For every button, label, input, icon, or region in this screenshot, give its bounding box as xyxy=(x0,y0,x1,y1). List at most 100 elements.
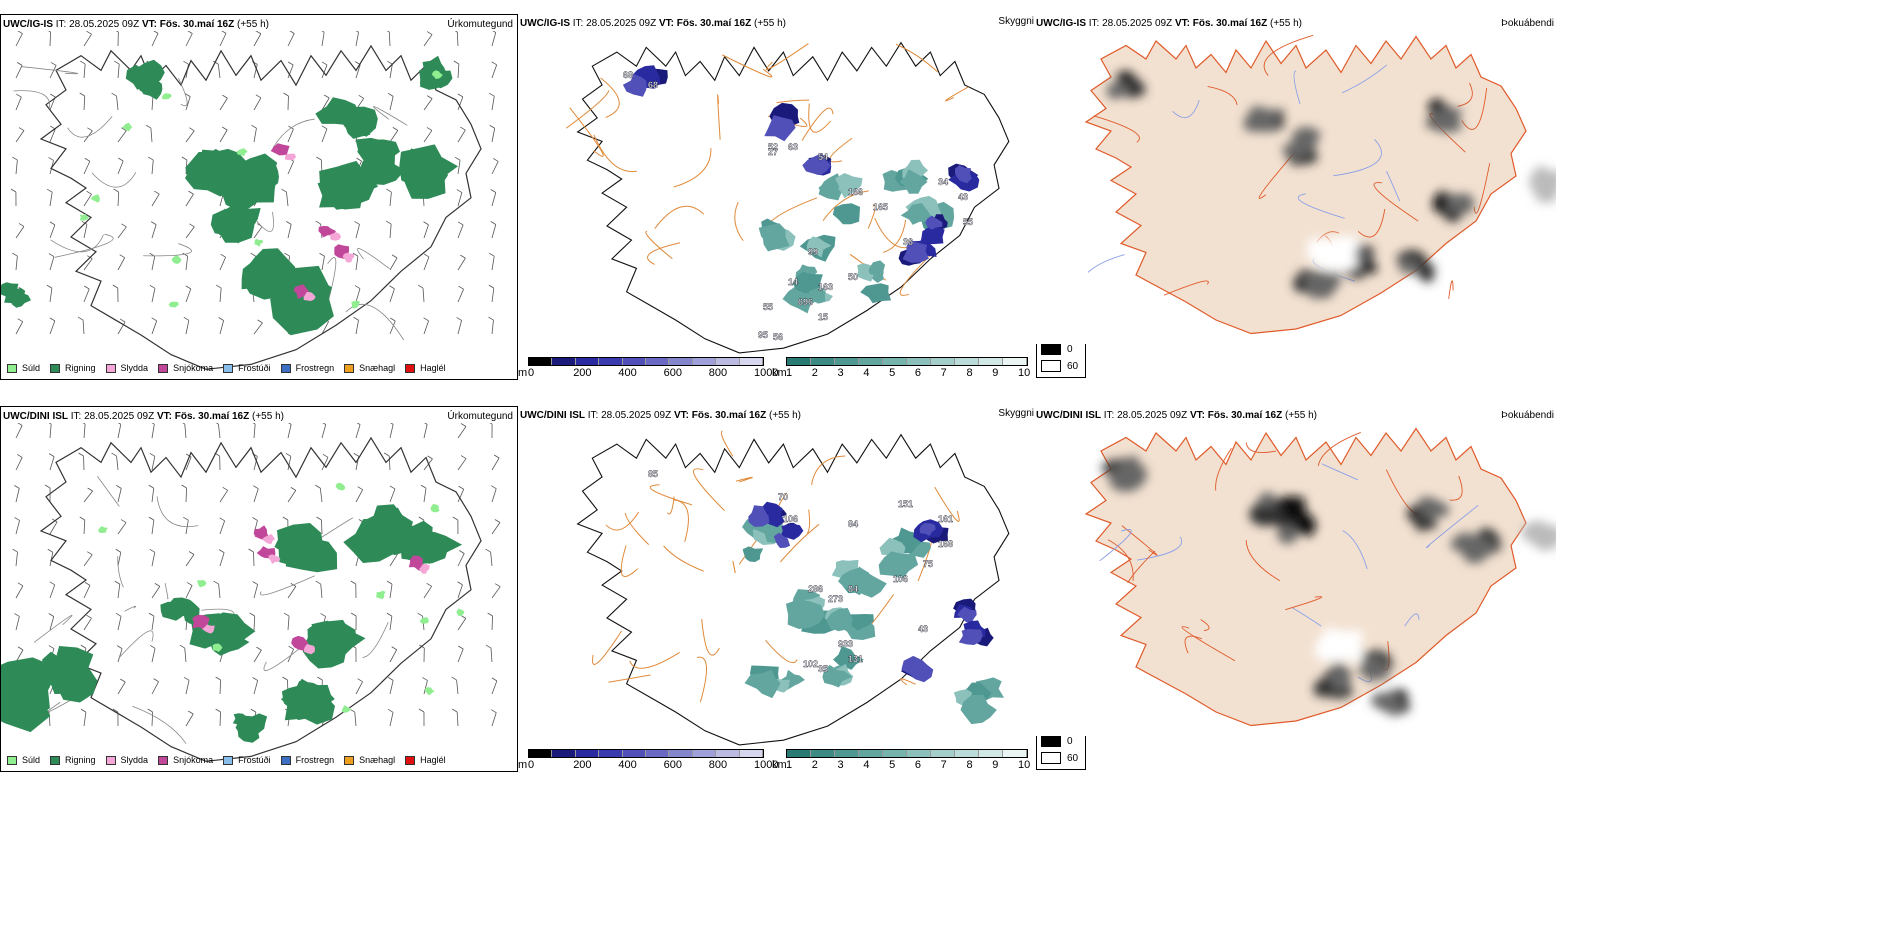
wind-barb xyxy=(491,161,499,175)
wind-barb-flag xyxy=(117,157,124,162)
wind-barb xyxy=(219,33,227,47)
wind-barb-flag xyxy=(392,127,399,131)
wind-barb xyxy=(253,128,257,143)
wind-barb xyxy=(15,226,25,239)
wind-barb-flag xyxy=(215,676,221,681)
wind-barb xyxy=(457,64,460,79)
colorbar-strip xyxy=(528,749,764,758)
wind-barb xyxy=(15,65,23,79)
wind-barb-flag xyxy=(188,551,195,555)
wind-barb-flag xyxy=(49,317,56,322)
road-line xyxy=(822,190,869,221)
wind-barb-flag xyxy=(418,708,425,713)
wind-barb-flag xyxy=(185,453,192,458)
legend-item: Snæhagl xyxy=(344,755,395,765)
road-line xyxy=(605,511,640,531)
road-line xyxy=(1093,115,1140,143)
wind-barb-flag xyxy=(493,454,500,459)
wind-barb xyxy=(82,320,85,335)
wind-barb xyxy=(389,257,398,271)
wind-barb xyxy=(355,224,360,239)
road-line xyxy=(945,86,969,102)
drizzle-area xyxy=(90,194,100,203)
wind-barb xyxy=(15,130,25,143)
wind-barb xyxy=(185,96,191,111)
wind-barb xyxy=(151,616,155,631)
wind-barb xyxy=(287,224,292,239)
legend-swatch xyxy=(158,363,169,373)
fog-area xyxy=(1446,193,1474,214)
wind-barb xyxy=(456,712,459,727)
drizzle-area xyxy=(351,300,360,309)
wind-barb xyxy=(15,321,24,335)
wind-barb xyxy=(389,424,394,439)
visibility-area xyxy=(833,173,863,199)
wind-barb-flag xyxy=(252,677,258,681)
legend-item: Frostúði xyxy=(223,755,271,765)
visibility-area xyxy=(878,551,919,579)
drizzle-area xyxy=(236,148,248,157)
road-line xyxy=(701,619,720,656)
road-line xyxy=(1461,87,1488,130)
lead-time: (+55 h) xyxy=(754,18,786,29)
wind-barb xyxy=(151,488,155,503)
cloud-height-label: 34 xyxy=(938,177,948,187)
wind-barb xyxy=(117,160,124,175)
wind-barb xyxy=(355,64,361,79)
rain-area xyxy=(225,153,278,194)
wind-barb xyxy=(457,289,464,303)
wind-barb-flag xyxy=(283,612,290,617)
colorbar-tick: 800 xyxy=(708,367,728,379)
legend-label: Slydda xyxy=(120,755,149,765)
wind-barb-flag xyxy=(357,678,363,683)
wind-barb xyxy=(219,552,225,567)
cloud-height-label: 95 xyxy=(758,330,768,340)
wind-barb xyxy=(457,618,467,631)
wind-barb-flag xyxy=(12,156,18,161)
wind-barb-flag xyxy=(145,124,152,129)
wind-barb-flag xyxy=(181,156,188,161)
legend-item: Snæhagl xyxy=(344,363,395,373)
it-value: 28.05.2025 09Z xyxy=(1117,410,1188,421)
legend-label: Frostregn xyxy=(295,363,335,373)
wind-barb-flag xyxy=(282,516,289,521)
lead-time: (+55 h) xyxy=(1285,410,1317,421)
wind-barb-flag xyxy=(256,646,262,651)
wind-barb-flag xyxy=(213,60,219,65)
road-line xyxy=(899,254,931,296)
wind-barb-flag xyxy=(151,317,157,322)
terrain-line xyxy=(21,66,79,75)
wind-barb-flag xyxy=(116,485,122,489)
wind-barb xyxy=(218,584,221,599)
wind-barb-flag xyxy=(187,31,193,34)
terrain-line xyxy=(156,496,199,527)
wind-barb xyxy=(185,226,195,239)
drizzle-area xyxy=(98,526,108,533)
fog-legend: 0 60 xyxy=(1036,730,1086,770)
rain-area xyxy=(133,59,165,86)
legend-item: Rigning xyxy=(50,755,96,765)
colorbar-segment xyxy=(883,750,907,757)
land-area xyxy=(1084,427,1527,727)
legend-swatch xyxy=(50,363,61,373)
colorbar-segment xyxy=(552,750,576,757)
wind-barb xyxy=(15,616,20,631)
lead-time: (+55 h) xyxy=(237,19,269,30)
wind-barb-flag xyxy=(84,285,90,290)
visibility-map: 68 68 52 63 27 54 166 165 34 43 55 36 99 14 163 696 50 15… xyxy=(565,41,1010,354)
cloud-height-label: 696 xyxy=(798,297,813,307)
legend-item: Súld xyxy=(7,363,40,373)
sleet-area xyxy=(284,153,297,161)
road-line xyxy=(1263,34,1314,76)
wind-barb xyxy=(355,256,359,271)
wind-barb-flag xyxy=(458,485,464,490)
road-line xyxy=(667,496,675,515)
fog-legend-swatch xyxy=(1041,360,1061,372)
fog-map xyxy=(1084,427,1556,727)
wind-barb-flag xyxy=(17,582,24,587)
wind-barb-flag xyxy=(386,31,390,33)
wind-barb-flag xyxy=(49,581,55,586)
wind-barb-flag xyxy=(490,189,496,193)
wind-barb xyxy=(253,33,262,47)
wind-barb xyxy=(15,457,23,471)
